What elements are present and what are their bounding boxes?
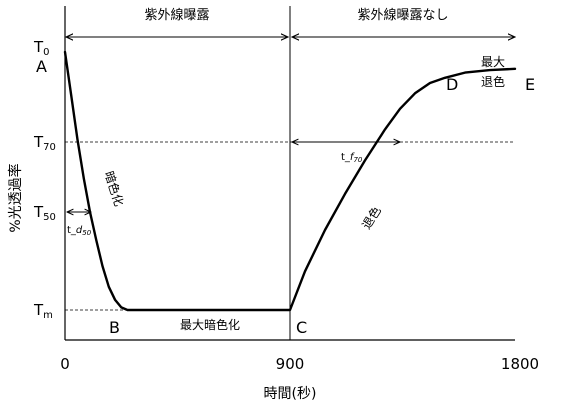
t-f70-label: t_f70 xyxy=(341,152,363,164)
annotation-fading: 退色 xyxy=(359,204,384,232)
point-label-a: A xyxy=(36,57,47,76)
annotation-max-fading-line2: 退色 xyxy=(481,75,505,89)
point-label-b: B xyxy=(109,318,120,337)
phase-label-no-uv-exposure: 紫外線曝露なし xyxy=(357,7,448,23)
point-label-c: C xyxy=(296,318,307,337)
y-tick-label-t0: T0 xyxy=(33,38,50,58)
x-tick-label-900: 900 xyxy=(276,355,305,373)
x-tick-label-0: 0 xyxy=(60,355,70,373)
annotation-max-darkening: 最大暗色化 xyxy=(180,317,240,332)
y-tick-label-tm: Tm xyxy=(33,301,53,321)
x-tick-label-1800: 1800 xyxy=(501,355,539,373)
y-axis-title: %光透過率 xyxy=(7,163,24,232)
point-label-e: E xyxy=(525,75,535,94)
x-axis-title: 時間(秒) xyxy=(264,386,317,402)
y-tick-label-t70: T70 xyxy=(33,133,56,153)
annotation-max-fading-line1: 最大 xyxy=(481,55,505,69)
y-tick-label-t50: T50 xyxy=(33,203,56,223)
phase-label-uv-exposure: 紫外線曝露 xyxy=(144,7,209,23)
annotation-darkening: 暗色化 xyxy=(102,169,127,208)
t-d50-label: t_d50 xyxy=(67,225,92,237)
